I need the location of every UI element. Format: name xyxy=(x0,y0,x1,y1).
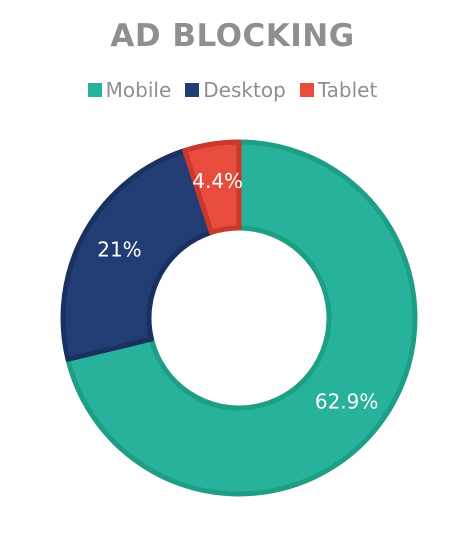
chart-legend: Mobile Desktop Tablet xyxy=(0,78,465,102)
legend-item-tablet: Tablet xyxy=(299,78,378,102)
slice-tablet xyxy=(182,139,242,235)
data-label-mobile: 62.9% xyxy=(315,389,379,413)
slice-desktop xyxy=(60,148,214,362)
legend-label-mobile: Mobile xyxy=(105,78,172,102)
legend-label-desktop: Desktop xyxy=(203,78,286,102)
data-label-desktop: 21% xyxy=(97,238,141,262)
legend-swatch-tablet xyxy=(299,83,314,97)
legend-swatch-desktop xyxy=(185,83,200,97)
legend-swatch-mobile xyxy=(87,83,102,97)
chart-title: AD BLOCKING xyxy=(110,18,355,54)
slice-mobile xyxy=(65,139,418,497)
data-label-tablet: 4.4% xyxy=(192,169,243,193)
legend-item-mobile: Mobile xyxy=(87,78,172,102)
legend-label-tablet: Tablet xyxy=(317,78,378,102)
legend-item-desktop: Desktop xyxy=(185,78,286,102)
